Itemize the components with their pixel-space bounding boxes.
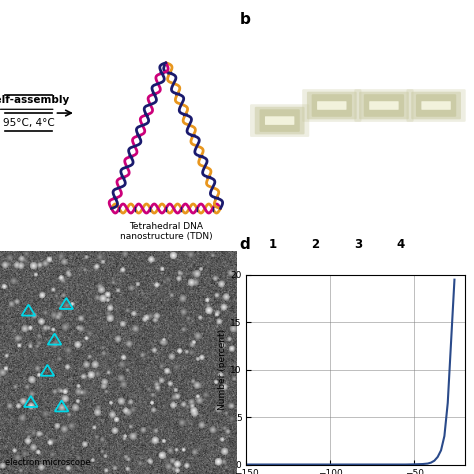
FancyBboxPatch shape	[406, 89, 465, 122]
FancyBboxPatch shape	[369, 101, 399, 110]
Text: 4: 4	[396, 237, 405, 251]
FancyBboxPatch shape	[359, 91, 409, 119]
Text: Self-assembly: Self-assembly	[0, 95, 70, 106]
FancyBboxPatch shape	[364, 94, 404, 117]
FancyBboxPatch shape	[259, 109, 300, 132]
Text: S2: S2	[325, 141, 339, 151]
FancyBboxPatch shape	[302, 89, 361, 122]
Text: 95°C, 4°C: 95°C, 4°C	[2, 118, 55, 128]
Text: electron microscope: electron microscope	[5, 458, 91, 467]
FancyBboxPatch shape	[265, 116, 294, 125]
Y-axis label: Number (percent): Number (percent)	[219, 329, 228, 410]
FancyBboxPatch shape	[307, 91, 356, 119]
FancyBboxPatch shape	[411, 91, 461, 119]
FancyBboxPatch shape	[354, 89, 413, 122]
Text: Tetrahedral DNA
nanostructure (TDN): Tetrahedral DNA nanostructure (TDN)	[119, 222, 212, 241]
Text: 3: 3	[354, 237, 362, 251]
FancyBboxPatch shape	[255, 107, 304, 135]
FancyBboxPatch shape	[317, 101, 346, 110]
Text: 1: 1	[268, 237, 277, 251]
Text: S3: S3	[377, 141, 391, 151]
FancyBboxPatch shape	[421, 101, 451, 110]
Text: 2: 2	[311, 237, 319, 251]
Text: S1: S1	[273, 156, 287, 166]
FancyBboxPatch shape	[416, 94, 456, 117]
Text: b: b	[239, 12, 250, 27]
Text: d: d	[239, 237, 250, 252]
FancyBboxPatch shape	[311, 94, 352, 117]
Text: S4: S4	[429, 141, 443, 151]
FancyBboxPatch shape	[250, 104, 309, 137]
